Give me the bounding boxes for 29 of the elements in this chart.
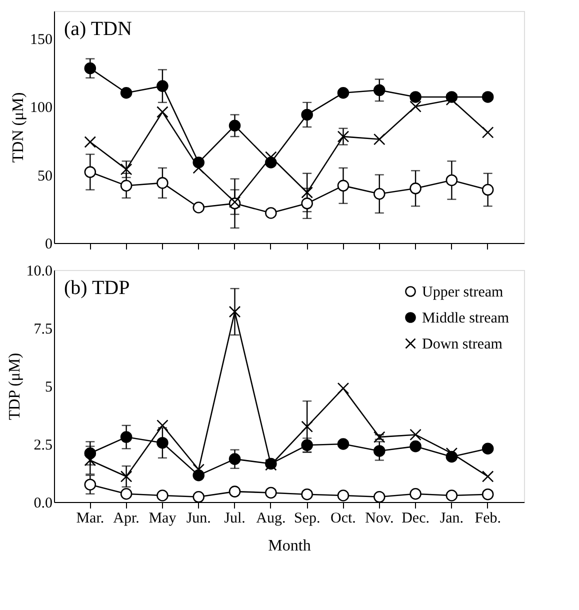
x-tick-label: Jun.: [186, 510, 211, 526]
x-tick-label: Feb.: [474, 510, 501, 526]
x-tick-label: Jan.: [440, 510, 464, 526]
y-tick-label: 10.0: [26, 264, 52, 280]
x-tick-label: Mar.: [76, 510, 104, 526]
y-tick-label: 150: [30, 32, 52, 48]
x-tick-label: Nov.: [365, 510, 394, 526]
x-tick-label: Aug.: [256, 510, 286, 526]
x-tick-label: May: [148, 510, 177, 526]
x-axis-title: Month: [268, 538, 311, 554]
y-axis-title: TDN (μM): [10, 92, 27, 163]
x-tick-label: Apr.: [113, 510, 140, 526]
x-tick-label: Dec.: [402, 510, 430, 526]
y-tick-label: 0: [45, 236, 52, 252]
y-tick-label: 5: [45, 380, 52, 396]
chart-title: (a) TDN: [64, 18, 132, 40]
x-tick-label: Jul.: [224, 510, 246, 526]
legend-label: Middle stream: [422, 310, 510, 326]
x-tick-label: Sep.: [294, 510, 320, 526]
legend-label: Upper stream: [422, 284, 504, 300]
y-tick-label: 100: [30, 100, 52, 116]
y-tick-label: 0.0: [34, 496, 52, 512]
chart-title: (b) TDP: [64, 277, 130, 299]
y-tick-label: 2.5: [34, 438, 52, 454]
y-tick-label: 50: [38, 168, 52, 184]
y-axis-title: TDP (μM): [6, 352, 24, 420]
y-tick-label: 7.5: [34, 322, 52, 338]
legend-label: Down stream: [422, 336, 503, 352]
x-tick-label: Oct.: [330, 510, 356, 526]
